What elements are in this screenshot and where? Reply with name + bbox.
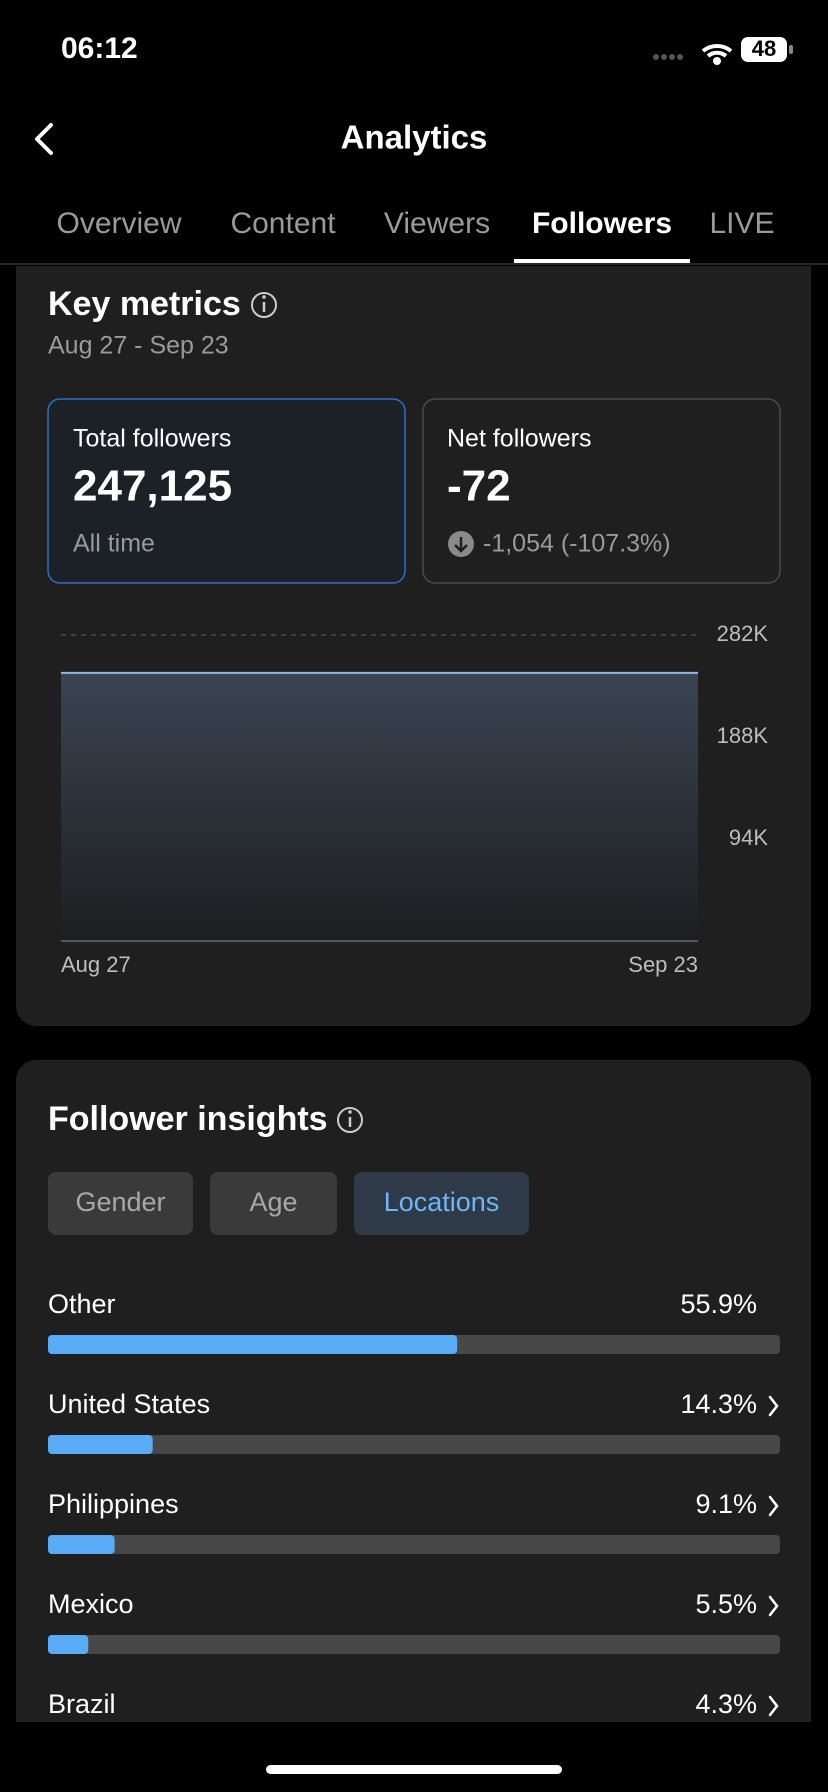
back-button[interactable] (35, 123, 53, 155)
y-tick-label: 282K (717, 621, 769, 646)
bar (48, 1335, 458, 1354)
wifi-dot (713, 57, 721, 65)
location-name: Philippines (48, 1489, 179, 1519)
info-icon[interactable] (251, 292, 277, 318)
section-title: Follower insights (48, 1100, 328, 1138)
tab[interactable]: Overview (56, 207, 181, 240)
followers-chart: 94K 188K 282K Aug 27 Sep 23 (61, 621, 768, 977)
filter-label: Age (249, 1187, 297, 1217)
locations-chart: Other 55.9% United States 14.3% Philippines 9… (48, 1289, 780, 1719)
tab[interactable]: LIVE (709, 207, 774, 240)
filter-group: Gender Age Locations (48, 1172, 529, 1235)
location-name: Brazil (48, 1689, 116, 1719)
area-fill (61, 672, 698, 941)
bar (48, 1535, 115, 1554)
info-icon[interactable] (337, 1107, 363, 1133)
signal (653, 54, 683, 60)
location-value: 5.5% (695, 1589, 757, 1619)
tab-bar: Overview Content Viewers Followers LIVE (56, 207, 775, 263)
home-indicator (266, 1765, 562, 1774)
location-value: 14.3% (680, 1389, 757, 1419)
location-name: Mexico (48, 1589, 134, 1619)
bar-track (48, 1435, 780, 1454)
status-time: 06:12 (61, 32, 138, 65)
filter-button[interactable] (354, 1172, 529, 1235)
y-tick-label: 188K (717, 723, 769, 748)
metric-sub: All time (73, 530, 155, 558)
bar (48, 1435, 153, 1454)
filter-button[interactable] (48, 1172, 193, 1235)
x-tick-label: Aug 27 (61, 952, 131, 977)
location-name: United States (48, 1389, 210, 1419)
location-value: 4.3% (695, 1689, 757, 1719)
filter-button[interactable] (210, 1172, 337, 1235)
down-icon (448, 531, 474, 557)
wifi-icon (701, 43, 733, 58)
tab[interactable]: Content (230, 207, 336, 240)
tab[interactable]: Viewers (384, 207, 490, 240)
insights-clip: Follower insights Gender Age Locations Oth… (16, 1060, 811, 1722)
location-name: Other (48, 1289, 116, 1319)
chevron[interactable] (768, 1395, 779, 1417)
metric-value: -72 (447, 462, 511, 511)
metric-card[interactable] (422, 398, 781, 584)
battery-tip (789, 45, 793, 54)
location-value: 55.9% (680, 1289, 757, 1319)
bar-track (48, 1635, 780, 1654)
filter-label: Locations (384, 1187, 500, 1217)
metric-label: Total followers (73, 425, 231, 453)
tab[interactable]: Followers (532, 207, 672, 240)
metric-label: Net followers (447, 425, 592, 453)
page-title: Analytics (341, 119, 488, 156)
tab-indicator (514, 259, 690, 263)
metric-card[interactable] (47, 398, 406, 584)
battery (741, 37, 787, 62)
section-title: Key metrics (48, 285, 241, 323)
metric-value: 247,125 (73, 462, 232, 511)
x-tick-label: Sep 23 (628, 952, 698, 977)
battery-level: 48 (752, 36, 776, 61)
y-tick-label: 94K (729, 825, 768, 850)
metric-sub: -1,054 (-107.3%) (483, 530, 671, 558)
insights-panel (16, 1060, 811, 1722)
chevron[interactable] (768, 1495, 779, 1517)
location-value: 9.1% (695, 1489, 757, 1519)
bar (48, 1635, 89, 1654)
bar-track (48, 1535, 780, 1554)
chevron[interactable] (768, 1595, 779, 1617)
filter-label: Gender (75, 1187, 165, 1217)
date-range: Aug 27 - Sep 23 (48, 332, 229, 360)
chevron[interactable] (768, 1695, 779, 1717)
